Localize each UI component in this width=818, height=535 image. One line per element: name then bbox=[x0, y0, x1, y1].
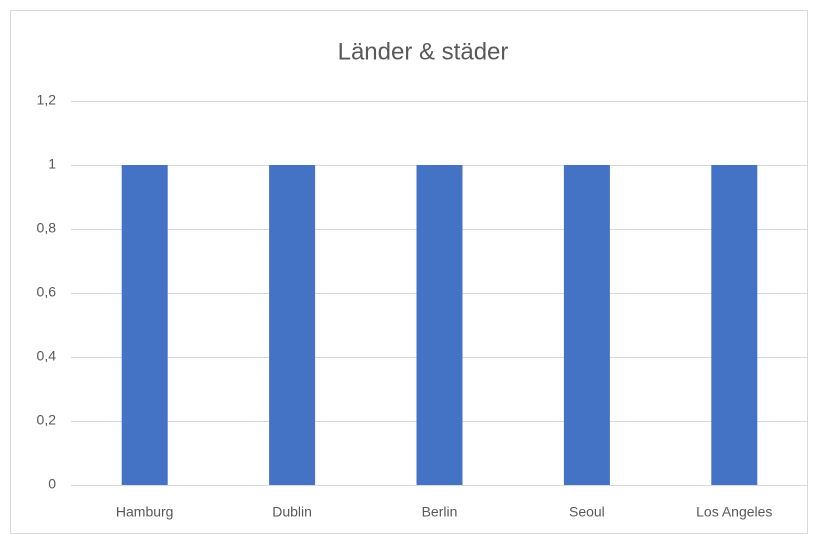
y-tick-label: 1,2 bbox=[37, 92, 57, 108]
y-tick-label: 0 bbox=[48, 476, 56, 492]
chart-title: Länder & städer bbox=[338, 38, 509, 65]
x-tick-label: Berlin bbox=[422, 504, 458, 520]
y-tick-label: 1 bbox=[48, 156, 56, 172]
x-tick-label: Hamburg bbox=[116, 504, 174, 520]
bar bbox=[269, 165, 316, 485]
bar bbox=[711, 165, 758, 485]
y-tick-label: 0,2 bbox=[37, 412, 57, 428]
x-tick-label: Seoul bbox=[569, 504, 605, 520]
x-tick-label: Dublin bbox=[272, 504, 312, 520]
bar bbox=[121, 165, 168, 485]
bar bbox=[416, 165, 463, 485]
y-tick-label: 0,6 bbox=[37, 284, 57, 300]
y-tick-label: 0,8 bbox=[37, 220, 57, 236]
y-tick-label: 0,4 bbox=[37, 348, 57, 364]
x-tick-label: Los Angeles bbox=[696, 504, 772, 520]
bar bbox=[563, 165, 610, 485]
